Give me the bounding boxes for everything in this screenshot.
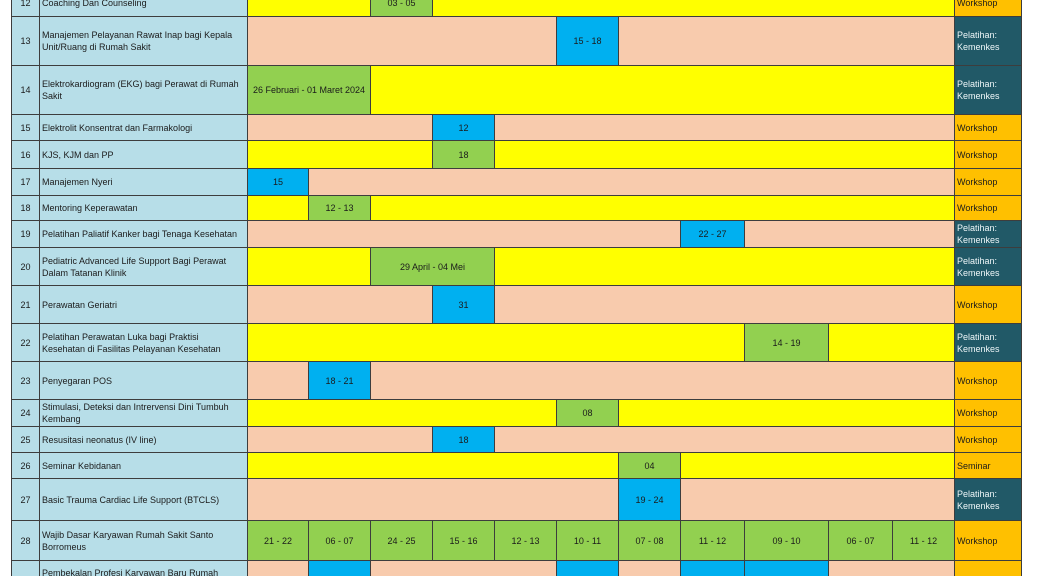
row-number: 13 (11, 17, 40, 66)
course-name: Stimulasi, Deteksi dan Intrervensi Dini … (40, 400, 248, 427)
course-name: Mentoring Keperawatan (40, 196, 248, 221)
schedule-event: 26 Februari - 01 Maret 2024 (247, 66, 371, 115)
course-name: Elektrolit Konsentrat dan Farmakologi (40, 115, 248, 141)
schedule-event (680, 561, 745, 576)
course-name: Coaching Dan Counseling (40, 0, 248, 17)
category-badge (955, 561, 1022, 576)
row-number: 20 (11, 248, 40, 286)
course-name: Resusitasi neonatus (IV line) (40, 427, 248, 453)
category-badge: Workshop (955, 362, 1022, 400)
category-badge: Pelatihan: Kemenkes (955, 221, 1022, 248)
schedule-event: 29 April - 04 Mei (370, 248, 495, 286)
category-badge: Workshop (955, 115, 1022, 141)
schedule-event: 12 - 13 (308, 196, 371, 221)
course-name: Pembekalan Profesi Karyawan Baru Rumah (40, 561, 248, 576)
schedule-event: 15 (247, 169, 309, 196)
schedule-track (248, 169, 955, 196)
schedule-event: 24 - 25 (370, 521, 433, 561)
course-name: Pelatihan Paliatif Kanker bagi Tenaga Ke… (40, 221, 248, 248)
schedule-event: 19 - 24 (618, 479, 681, 521)
schedule-event: 11 - 12 (680, 521, 745, 561)
row-number: 14 (11, 66, 40, 115)
schedule-event: 06 - 07 (828, 521, 893, 561)
course-name: Seminar Kebidanan (40, 453, 248, 479)
schedule-event (556, 561, 619, 576)
schedule-event: 03 - 05 (370, 0, 433, 17)
row-number: 16 (11, 141, 40, 169)
category-badge: Workshop (955, 286, 1022, 324)
schedule-event: 15 - 16 (432, 521, 495, 561)
course-name: Basic Trauma Cardiac Life Support (BTCLS… (40, 479, 248, 521)
category-badge: Workshop (955, 0, 1022, 17)
row-number: 28 (11, 521, 40, 561)
schedule-event: 11 - 12 (892, 521, 955, 561)
schedule-event: 04 (618, 453, 681, 479)
schedule-track (248, 479, 955, 521)
schedule-event: 31 (432, 286, 495, 324)
schedule-event: 14 - 19 (744, 324, 829, 362)
category-badge: Workshop (955, 141, 1022, 169)
schedule-track (248, 221, 955, 248)
course-name: Manajemen Nyeri (40, 169, 248, 196)
row-number: 21 (11, 286, 40, 324)
row-number: 19 (11, 221, 40, 248)
row-number: 26 (11, 453, 40, 479)
course-name: KJS, KJM dan PP (40, 141, 248, 169)
category-badge: Pelatihan: Kemenkes (955, 248, 1022, 286)
schedule-track (248, 324, 955, 362)
schedule-event (308, 561, 371, 576)
category-badge: Pelatihan: Kemenkes (955, 479, 1022, 521)
schedule-event: 07 - 08 (618, 521, 681, 561)
schedule-event: 10 - 11 (556, 521, 619, 561)
schedule-event: 09 - 10 (744, 521, 829, 561)
schedule-track (248, 453, 955, 479)
course-name: Wajib Dasar Karyawan Rumah Sakit Santo B… (40, 521, 248, 561)
row-number: 27 (11, 479, 40, 521)
category-badge: Workshop (955, 169, 1022, 196)
schedule-track (248, 115, 955, 141)
schedule-track (248, 141, 955, 169)
row-number: 24 (11, 400, 40, 427)
category-badge: Workshop (955, 400, 1022, 427)
category-badge: Pelatihan: Kemenkes (955, 17, 1022, 66)
schedule-event: 12 (432, 115, 495, 141)
row-number: 18 (11, 196, 40, 221)
schedule-event: 18 (432, 427, 495, 453)
row-number: 17 (11, 169, 40, 196)
category-badge: Workshop (955, 196, 1022, 221)
schedule-track (248, 427, 955, 453)
row-number: 22 (11, 324, 40, 362)
category-badge: Pelatihan: Kemenkes (955, 324, 1022, 362)
course-name: Elektrokardiogram (EKG) bagi Perawat di … (40, 66, 248, 115)
course-name: Pelatihan Perawatan Luka bagi Praktisi K… (40, 324, 248, 362)
category-badge: Workshop (955, 521, 1022, 561)
category-badge: Seminar (955, 453, 1022, 479)
schedule-event: 18 (432, 141, 495, 169)
course-name: Pediatric Advanced Life Support Bagi Per… (40, 248, 248, 286)
schedule-track (248, 248, 955, 286)
schedule-event: 18 - 21 (308, 362, 371, 400)
schedule-event (744, 561, 829, 576)
schedule-track (248, 286, 955, 324)
schedule-event: 12 - 13 (494, 521, 557, 561)
row-number (11, 561, 40, 576)
category-badge: Workshop (955, 427, 1022, 453)
schedule-event: 15 - 18 (556, 17, 619, 66)
schedule-track (248, 0, 955, 17)
schedule-event: 08 (556, 400, 619, 427)
row-number: 25 (11, 427, 40, 453)
course-name: Perawatan Geriatri (40, 286, 248, 324)
category-badge: Pelatihan: Kemenkes (955, 66, 1022, 115)
row-number: 23 (11, 362, 40, 400)
row-number: 12 (11, 0, 40, 17)
course-name: Manajemen Pelayanan Rawat Inap bagi Kepa… (40, 17, 248, 66)
schedule-event: 22 - 27 (680, 221, 745, 248)
schedule-event: 06 - 07 (308, 521, 371, 561)
course-name: Penyegaran POS (40, 362, 248, 400)
training-schedule-table: 12 Coaching Dan Counseling 03 - 05 Workshop… (11, 0, 1022, 576)
schedule-event: 21 - 22 (247, 521, 309, 561)
row-number: 15 (11, 115, 40, 141)
